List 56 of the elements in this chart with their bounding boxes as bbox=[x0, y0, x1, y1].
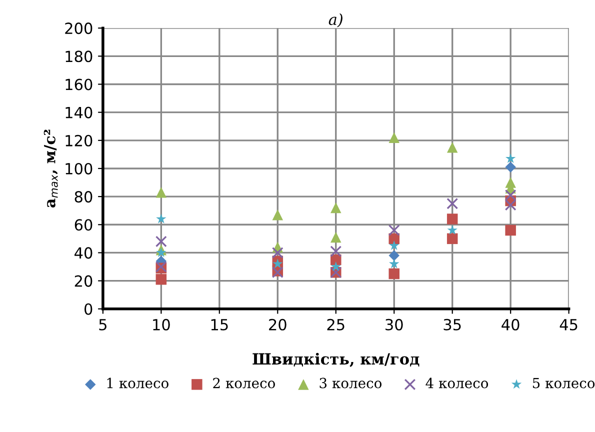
point bbox=[388, 132, 400, 143]
point bbox=[330, 202, 342, 214]
x-tick-label: 40 bbox=[502, 318, 520, 330]
point bbox=[446, 233, 458, 244]
point bbox=[505, 162, 516, 172]
point bbox=[447, 224, 458, 235]
y-axis-title: a$_{max}$, м/с² bbox=[44, 130, 58, 208]
point bbox=[388, 224, 400, 236]
x-tick-label: 25 bbox=[327, 318, 344, 330]
y-tick-label: 80 bbox=[74, 191, 92, 203]
point bbox=[156, 274, 167, 285]
point bbox=[272, 246, 284, 258]
point bbox=[446, 142, 458, 153]
chart-title: а) bbox=[328, 13, 342, 28]
x-tick-label: 35 bbox=[444, 318, 461, 330]
point bbox=[388, 258, 400, 268]
y-tick-label: 0 bbox=[84, 303, 92, 315]
x-tick-label: 20 bbox=[269, 318, 286, 330]
point bbox=[505, 153, 516, 164]
point bbox=[505, 224, 516, 236]
legend-label: 2 колесо bbox=[213, 378, 275, 388]
y-tick-label: 180 bbox=[66, 50, 92, 62]
point bbox=[504, 199, 516, 211]
x-tick-label: 15 bbox=[211, 319, 228, 330]
point bbox=[446, 198, 458, 210]
point bbox=[330, 232, 342, 243]
y-tick-label: 200 bbox=[65, 22, 92, 34]
point bbox=[388, 268, 400, 280]
legend-label: 5 колесо bbox=[532, 378, 595, 388]
x-tick-label: 10 bbox=[153, 318, 170, 330]
point bbox=[330, 246, 342, 258]
legend-label: 3 колесо bbox=[320, 378, 382, 388]
point bbox=[156, 247, 166, 258]
point bbox=[504, 189, 516, 201]
point bbox=[155, 236, 167, 248]
y-tick-label: 140 bbox=[66, 106, 92, 118]
legend-label: 1 колесо bbox=[107, 378, 168, 388]
point bbox=[446, 214, 458, 224]
x-tick-label: 30 bbox=[386, 318, 403, 330]
point bbox=[272, 209, 284, 220]
point bbox=[330, 261, 341, 272]
point bbox=[272, 258, 283, 268]
y-tick-label: 40 bbox=[74, 247, 92, 259]
y-tick-label: 160 bbox=[66, 78, 92, 90]
y-tick-label: 60 bbox=[74, 219, 92, 231]
x-tick-label: 45 bbox=[560, 319, 578, 330]
x-tick-label: 5 bbox=[99, 319, 106, 330]
y-tick-label: 20 bbox=[74, 275, 92, 287]
point bbox=[156, 214, 166, 224]
y-tick-label: 120 bbox=[66, 134, 92, 146]
point bbox=[388, 240, 400, 250]
legend-label: 4 колесо bbox=[426, 378, 488, 388]
x-axis-title: Швидкість, км/год bbox=[252, 352, 420, 367]
point bbox=[156, 186, 167, 198]
point bbox=[388, 250, 400, 261]
y-tick-label: 100 bbox=[66, 162, 92, 174]
